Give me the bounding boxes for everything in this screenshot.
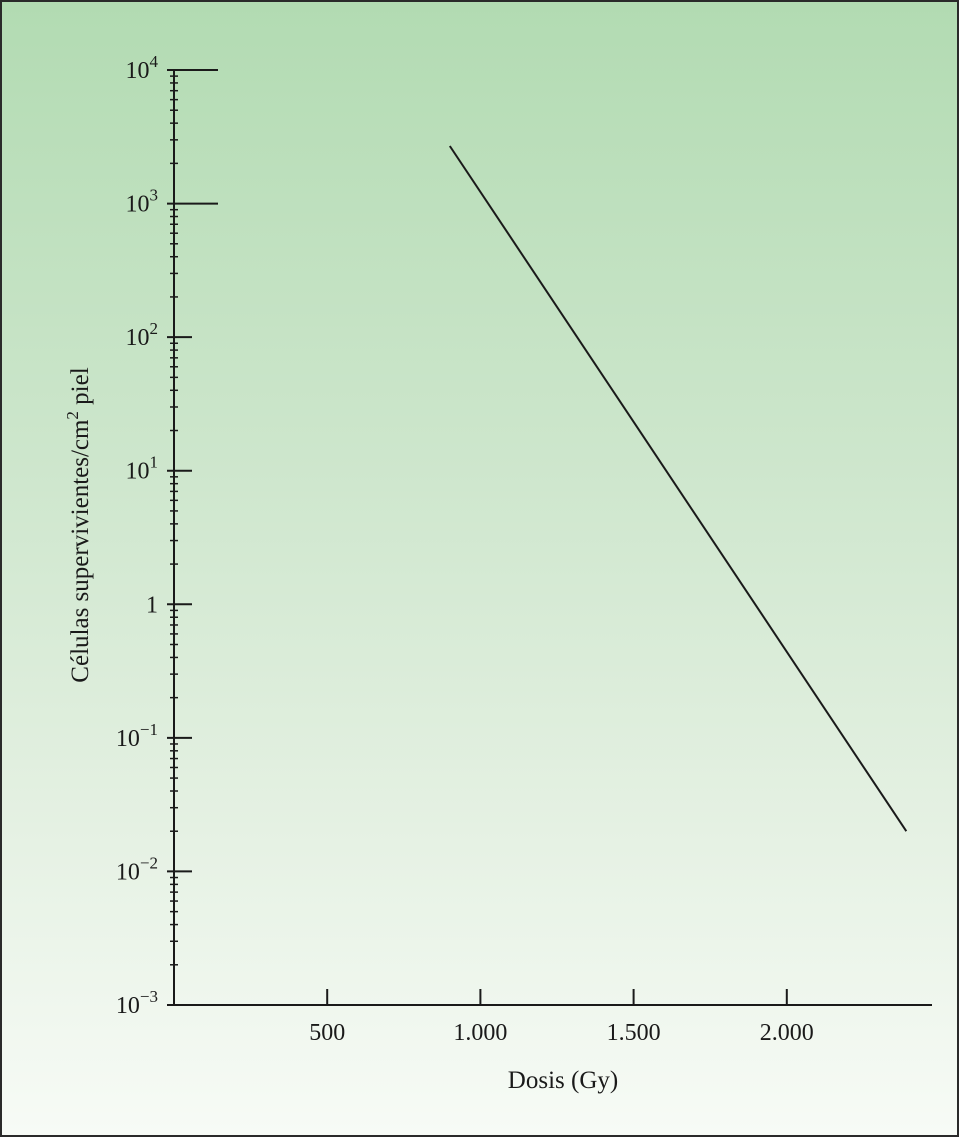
y-tick-label-exponent: 2 [150,319,159,338]
x-tick-label: 500 [309,1020,345,1046]
y-tick-label: 10−1 [116,720,158,752]
x-tick-label: 2.000 [760,1020,814,1046]
y-axis-label: Células supervivientes/cm2 piel [63,367,94,682]
y-tick-label: 10−3 [116,987,158,1019]
y-tick-label: 102 [126,319,159,351]
y-tick-label-base: 10 [126,325,150,351]
y-tick-label-base: 1 [146,592,158,618]
y-tick-label-exponent: −1 [140,720,158,739]
y-tick-label-base: 10 [126,192,150,218]
y-tick-label-exponent: 3 [150,186,159,205]
y-tick-label-base: 10 [116,726,140,752]
x-tick-label: 1.000 [453,1020,507,1046]
y-axis-label-text: Células supervivientes/cm [67,419,94,683]
x-axis-label: Dosis (Gy) [508,1067,618,1094]
y-tick-label-base: 10 [126,58,150,84]
y-tick-label-exponent: −3 [140,987,158,1006]
y-tick-label-exponent: −2 [140,853,158,872]
y-axis-label-superscript: 2 [63,411,82,420]
y-tick-label: 1 [146,592,158,618]
y-tick-label-base: 10 [116,859,140,885]
y-tick-label: 101 [126,453,159,485]
y-axis-label-text-end: piel [67,367,94,411]
y-tick-label-exponent: 4 [150,52,159,71]
y-tick-label-base: 10 [116,993,140,1019]
y-tick-label-exponent: 1 [150,453,159,472]
y-tick-label-base: 10 [126,459,150,485]
y-tick-label: 103 [126,186,159,218]
y-tick-label: 104 [126,52,159,84]
x-tick-label: 1.500 [607,1020,661,1046]
y-tick-label: 10−2 [116,853,158,885]
survival-line [448,145,908,832]
